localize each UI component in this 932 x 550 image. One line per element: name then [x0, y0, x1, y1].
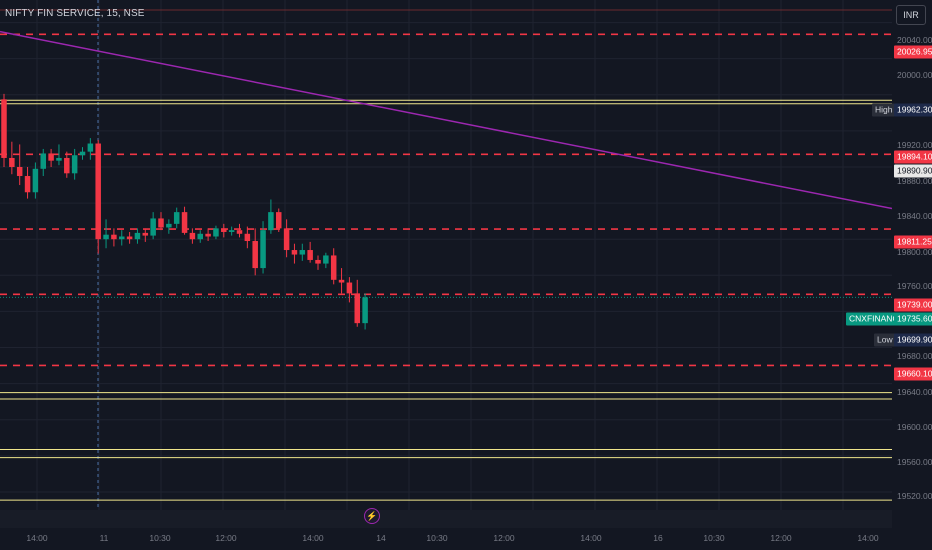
candle-body [205, 233, 211, 237]
candle-body [244, 233, 251, 242]
time-tick: 14:00 [857, 533, 879, 543]
candle-body [150, 218, 156, 236]
time-tick: 14:00 [26, 533, 48, 543]
trendline [0, 30, 892, 210]
candle-body [181, 212, 188, 233]
high-price-label: 19962.30 [894, 103, 932, 117]
candle-body [362, 297, 368, 324]
price-tick: 19600.00 [897, 422, 932, 432]
price-label-level-19890: 19890.90 [894, 164, 932, 178]
time-tick: 12:00 [493, 533, 515, 543]
low-price-label: 19699.90 [894, 333, 932, 347]
candle-body [291, 250, 298, 255]
price-tick: 19560.00 [897, 457, 932, 467]
lightning-bolt-icon[interactable]: ⚡ [364, 508, 380, 524]
candle-body [236, 230, 243, 234]
price-label-level-20026: 20026.95 [894, 45, 932, 59]
time-tick: 11 [99, 533, 109, 543]
price-tick: 19800.00 [897, 247, 932, 257]
candle-body [24, 176, 31, 193]
chart-canvas[interactable] [0, 0, 892, 528]
price-label-level-19660: 19660.10 [894, 367, 932, 381]
low-caption: Low [874, 333, 896, 347]
candle-body [276, 212, 282, 229]
time-tick: 10:30 [426, 533, 448, 543]
candle-body [299, 250, 306, 255]
candle-body [252, 241, 258, 269]
candle-body [283, 228, 290, 251]
candle-body [119, 236, 125, 240]
candle-body [79, 151, 86, 156]
price-tick: 20000.00 [897, 70, 932, 80]
price-chart[interactable] [0, 0, 892, 528]
time-tick: 12:00 [770, 533, 792, 543]
price-tick: 20040.00 [897, 35, 932, 45]
candle-body [330, 255, 337, 280]
candle-body [103, 234, 109, 240]
time-tick: 10:30 [149, 533, 171, 543]
candle-body [166, 223, 172, 228]
time-tick: 12:00 [215, 533, 237, 543]
time-scroll-strip[interactable] [0, 510, 892, 528]
candle-body [48, 153, 54, 161]
candle-body [126, 236, 133, 240]
high-caption: High [872, 103, 896, 117]
price-axis[interactable]: 20040.00 20000.00 19920.00 19880.00 1984… [892, 0, 932, 528]
price-tick: 19520.00 [897, 491, 932, 501]
candle-body [354, 293, 360, 324]
candle-body [213, 228, 219, 237]
candle-body [158, 218, 164, 228]
candle-body [134, 232, 141, 240]
candle-body [228, 230, 235, 232]
price-label-level-19894: 19894.10 [894, 150, 932, 164]
candle-body [173, 212, 180, 224]
candle-body [197, 233, 203, 240]
candle-body [268, 212, 274, 231]
time-tick: 14:00 [302, 533, 324, 543]
price-tick: 19840.00 [897, 211, 932, 221]
candle-body [71, 155, 78, 174]
symbol-caption: CNXFINANCE [846, 312, 908, 326]
candle-body [40, 153, 46, 169]
time-tick: 14 [376, 533, 386, 543]
price-label-level-19739: 19739.00 [894, 298, 932, 312]
price-tick: 19640.00 [897, 387, 932, 397]
price-label-level-19811: 19811.25 [894, 235, 932, 249]
candle-body [16, 166, 23, 177]
price-tick: 19880.00 [897, 176, 932, 186]
time-tick: 14:00 [580, 533, 602, 543]
last-price-label: 19735.60 [894, 312, 932, 326]
candle-body [307, 250, 313, 260]
price-tick: 19920.00 [897, 140, 932, 150]
candle-body [64, 157, 70, 174]
candle-body [260, 230, 266, 269]
time-axis[interactable] [0, 528, 892, 550]
symbol-title: NIFTY FIN SERVICE, 15, NSE [5, 8, 145, 19]
candle-body [9, 157, 15, 167]
candle-body [32, 168, 39, 193]
currency-button[interactable]: INR [896, 5, 926, 25]
candle-body [221, 228, 227, 232]
candle-body [338, 279, 345, 283]
price-tick: 19760.00 [897, 281, 932, 291]
candle-body [87, 143, 94, 152]
candle-body [315, 259, 321, 264]
price-tick: 19680.00 [897, 351, 932, 361]
time-tick: 10:30 [703, 533, 725, 543]
time-tick: 16 [653, 533, 663, 543]
candle-body [56, 157, 62, 161]
candle-body [111, 234, 117, 240]
candle-body [323, 255, 329, 264]
candle-body [346, 282, 353, 294]
candle-body [95, 143, 101, 240]
candle-body [1, 99, 7, 158]
candle-body [189, 232, 196, 240]
candle-body [142, 232, 149, 236]
